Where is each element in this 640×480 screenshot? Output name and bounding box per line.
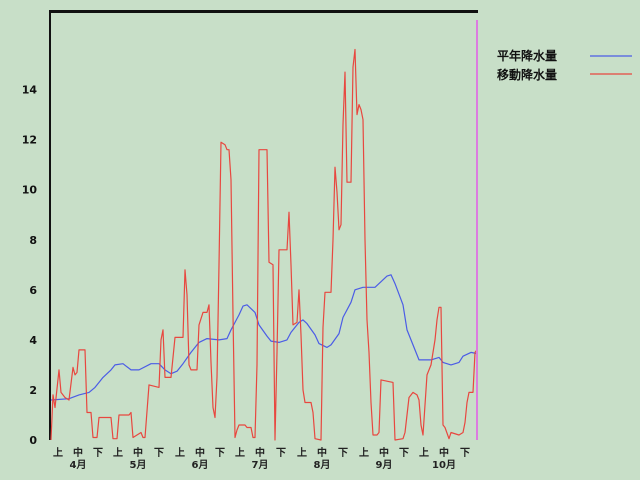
x-dekad-label: 上	[297, 446, 307, 459]
x-dekad-label: 中	[133, 446, 143, 459]
legend-label: 移動降水量	[497, 67, 557, 82]
legend: 平年降水量 移動降水量	[497, 48, 632, 82]
x-dekad-label: 下	[215, 447, 225, 459]
y-tick-label: 6	[29, 284, 37, 297]
y-tick-label: 10	[22, 184, 38, 197]
x-dekad-label: 下	[399, 447, 409, 459]
x-dekad-label: 中	[317, 446, 327, 459]
y-tick-label: 0	[29, 434, 37, 447]
x-dekad-label: 下	[338, 447, 348, 459]
y-tick-label: 2	[29, 384, 37, 397]
x-dekad-label: 中	[439, 446, 449, 459]
x-dekad-label: 中	[73, 446, 83, 459]
x-dekad-label: 上	[113, 446, 123, 459]
x-dekad-label: 下	[154, 447, 164, 459]
x-dekad-label: 上	[53, 446, 63, 459]
plot-frame	[49, 10, 478, 440]
x-axis-tick-labels: 上中下4月上中下5月上中下6月上中下7月上中下8月上中下9月上中下10月	[53, 446, 470, 471]
x-dekad-label: 中	[379, 446, 389, 459]
normal-precipitation-line	[50, 274, 478, 401]
x-month-label: 9月	[376, 459, 393, 471]
x-dekad-label: 上	[235, 446, 245, 459]
x-dekad-label: 下	[276, 447, 286, 459]
x-month-label: 7月	[252, 459, 269, 471]
series-group	[50, 20, 478, 441]
x-dekad-label: 上	[419, 446, 429, 459]
x-dekad-label: 上	[175, 446, 185, 459]
x-month-label: 5月	[130, 459, 147, 471]
y-tick-label: 4	[29, 334, 37, 347]
x-month-label: 4月	[70, 459, 87, 471]
legend-label: 平年降水量	[497, 48, 557, 63]
legend-item-normal: 平年降水量	[497, 48, 632, 63]
x-month-label: 10月	[432, 459, 456, 471]
y-tick-label: 8	[29, 234, 37, 247]
x-dekad-label: 上	[359, 446, 369, 459]
x-month-label: 8月	[314, 459, 331, 471]
legend-item-moving: 移動降水量	[497, 67, 632, 82]
y-axis-tick-labels: 0 2 4 6 8 10 12 14	[22, 84, 38, 447]
x-dekad-label: 下	[460, 447, 470, 459]
y-tick-label: 12	[22, 134, 37, 147]
x-dekad-label: 中	[195, 446, 205, 459]
y-tick-label: 14	[22, 84, 38, 97]
x-month-label: 6月	[192, 459, 209, 471]
x-dekad-label: 中	[255, 446, 265, 459]
moving-precipitation-line	[50, 48, 478, 441]
x-dekad-label: 下	[93, 447, 103, 459]
